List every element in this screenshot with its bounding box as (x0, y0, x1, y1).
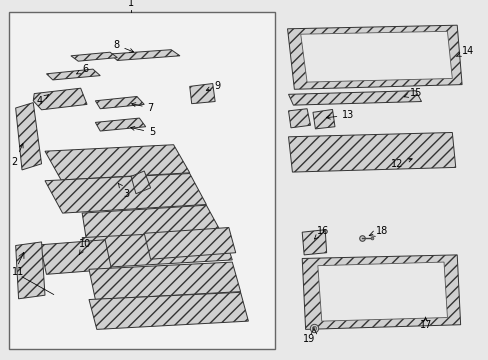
Polygon shape (302, 230, 326, 255)
Text: 3: 3 (118, 184, 129, 199)
Polygon shape (16, 242, 45, 299)
Text: 8: 8 (113, 40, 133, 52)
Text: 2: 2 (12, 144, 23, 167)
Polygon shape (89, 262, 240, 300)
Polygon shape (95, 118, 145, 131)
Polygon shape (317, 262, 447, 321)
Text: 9: 9 (206, 81, 220, 91)
Polygon shape (95, 96, 144, 109)
Text: 12: 12 (390, 158, 411, 169)
Polygon shape (46, 69, 100, 80)
Polygon shape (82, 230, 232, 268)
Text: 18: 18 (375, 226, 387, 236)
Polygon shape (288, 109, 310, 128)
Text: 17: 17 (419, 317, 431, 330)
Text: 1: 1 (128, 0, 134, 8)
Text: 13: 13 (325, 110, 354, 120)
Text: 5: 5 (130, 126, 155, 138)
Bar (9, 12, 275, 349)
Polygon shape (40, 240, 111, 274)
Polygon shape (312, 109, 334, 129)
Polygon shape (144, 228, 235, 259)
Polygon shape (288, 91, 421, 105)
Text: 16: 16 (314, 226, 328, 239)
Text: 4: 4 (37, 95, 48, 106)
Polygon shape (288, 132, 455, 172)
Polygon shape (71, 52, 117, 61)
Text: 7: 7 (131, 103, 154, 113)
Text: 11: 11 (12, 267, 24, 277)
Polygon shape (16, 103, 41, 170)
Polygon shape (33, 88, 87, 110)
Polygon shape (45, 174, 206, 213)
Polygon shape (300, 31, 451, 82)
Polygon shape (89, 292, 248, 329)
Polygon shape (131, 171, 150, 194)
Polygon shape (110, 50, 180, 60)
Text: 19: 19 (302, 334, 315, 344)
Polygon shape (287, 25, 461, 89)
Text: 15: 15 (404, 88, 421, 98)
Text: 10: 10 (79, 239, 92, 255)
Polygon shape (189, 84, 215, 104)
Text: 6: 6 (77, 64, 88, 74)
Text: 14: 14 (456, 46, 473, 56)
Polygon shape (45, 145, 189, 180)
Polygon shape (302, 255, 460, 329)
Polygon shape (82, 205, 222, 244)
Polygon shape (85, 163, 136, 198)
